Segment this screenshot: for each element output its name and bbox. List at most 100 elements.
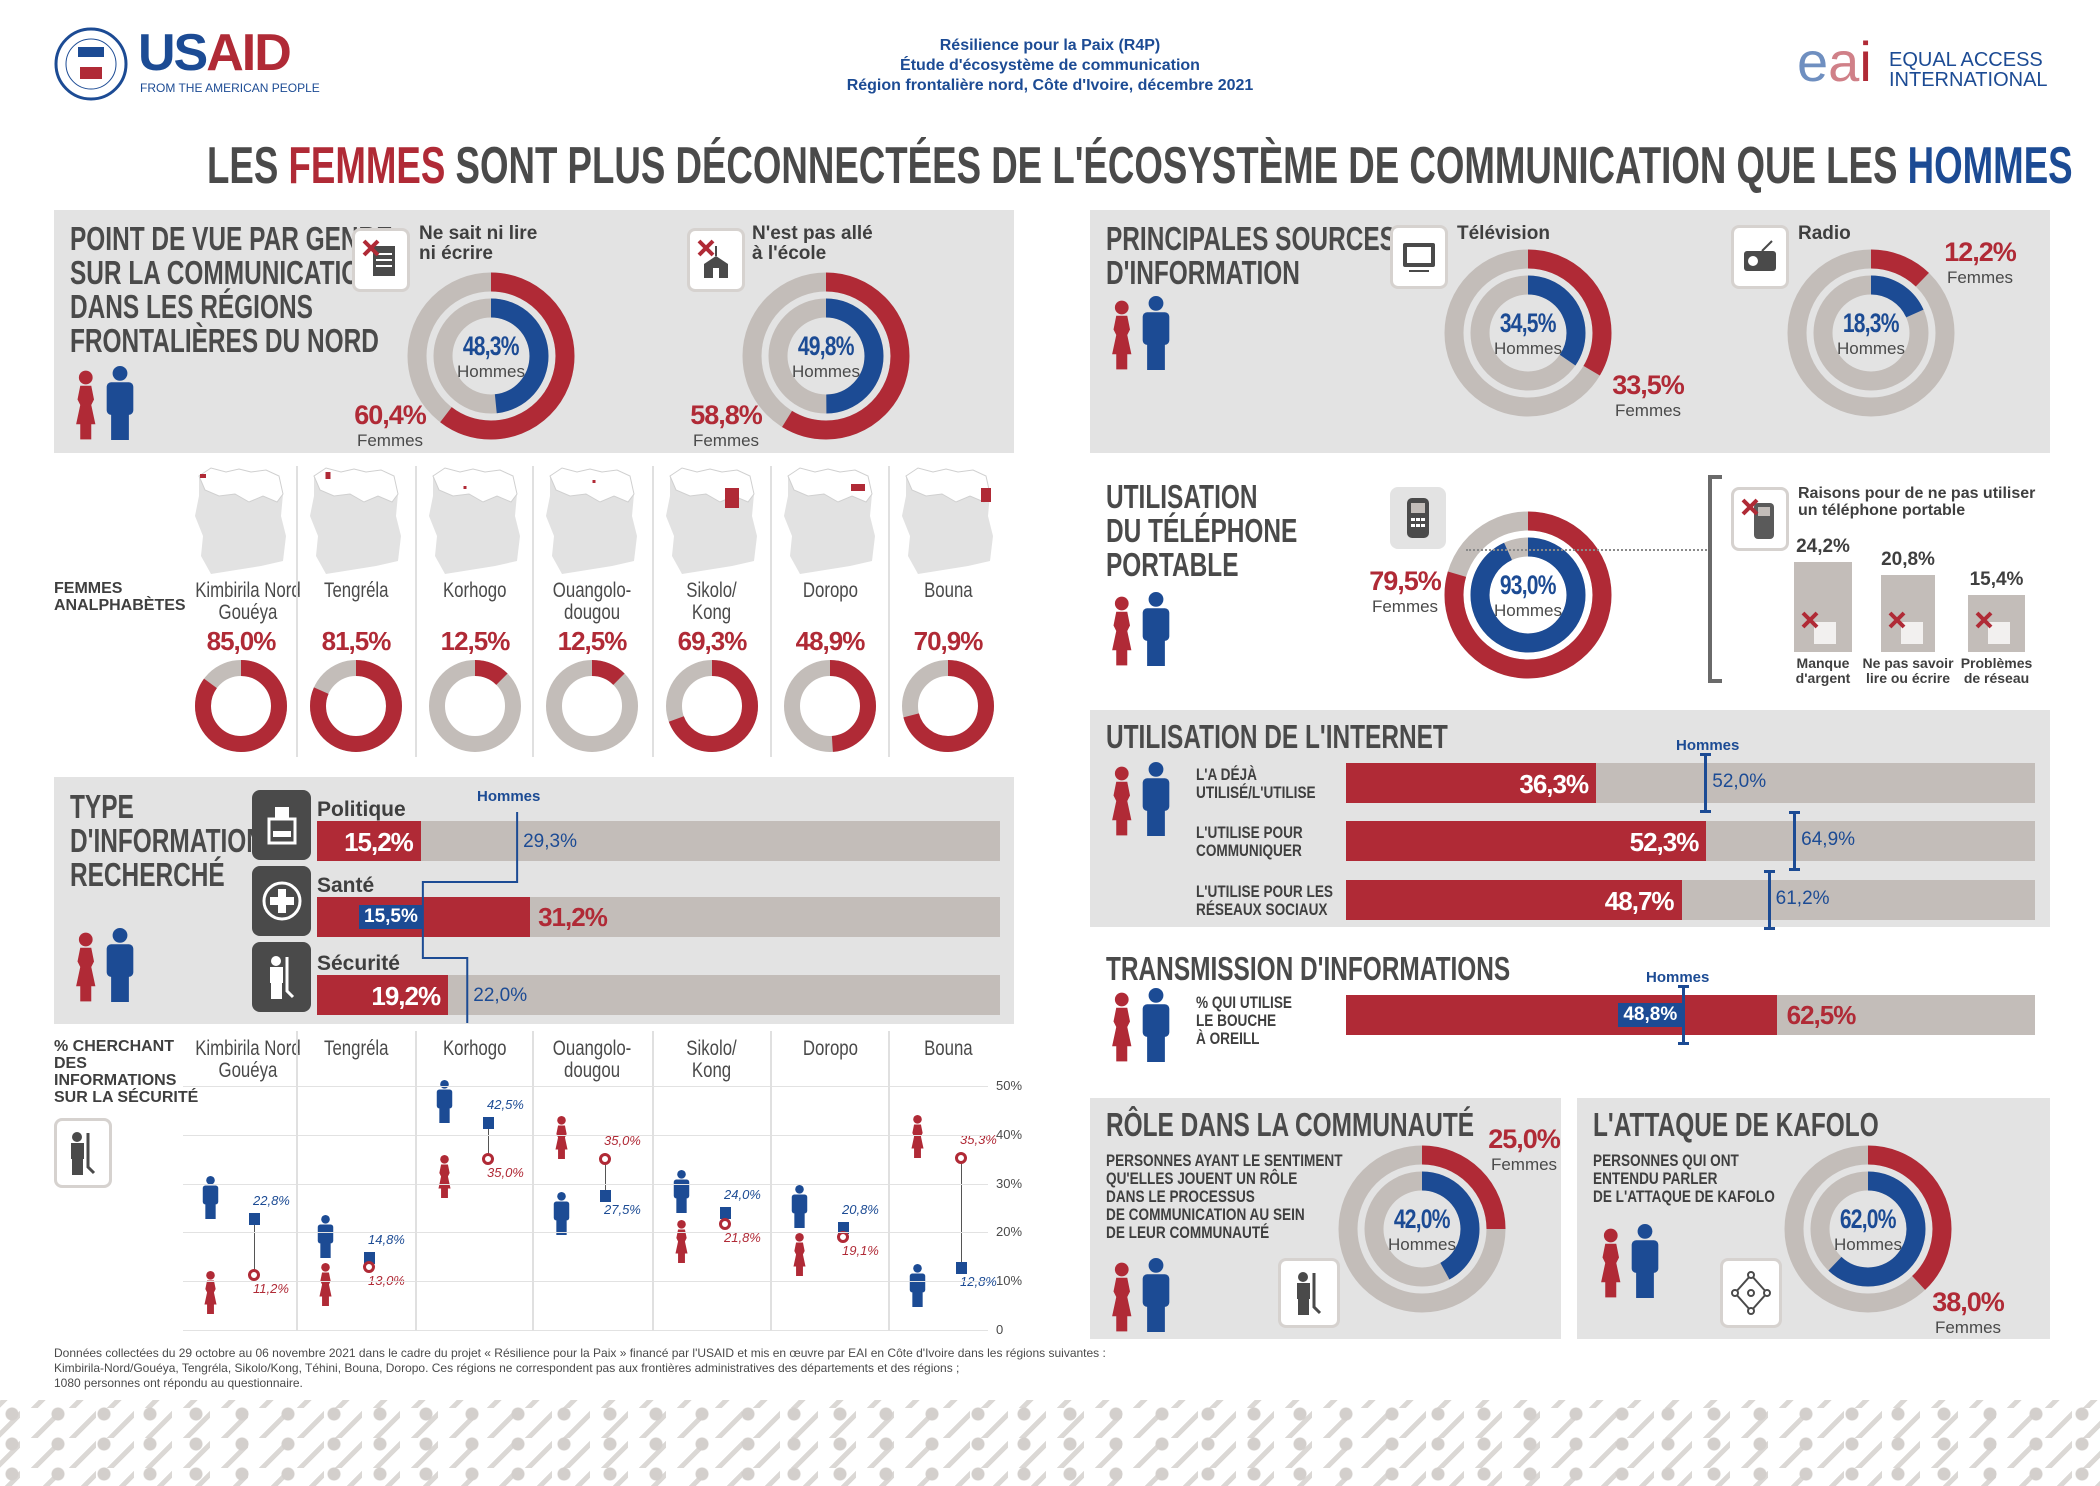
illiteracy-donut	[429, 660, 521, 752]
women-value: 52,3%	[1629, 827, 1700, 857]
women-value: 36,3%	[1519, 769, 1589, 799]
no-phone-icon	[1731, 487, 1789, 551]
women-value: 35,0%	[487, 1165, 524, 1181]
money-icon	[1801, 611, 1836, 644]
column-divider	[532, 466, 534, 757]
phone-women: 79,5% Femmes	[1369, 566, 1442, 616]
women-bar: 15,2%	[317, 821, 421, 861]
column-divider	[296, 1031, 298, 1331]
mobile-phone-icon	[1390, 487, 1446, 549]
illiterate-women-value: 12,5%	[557, 626, 628, 656]
region-map	[429, 467, 520, 574]
reason-label: Problèmes de réseau	[1960, 655, 2033, 686]
region-map	[546, 467, 637, 574]
column-divider	[888, 1031, 890, 1331]
gender-icons	[1108, 592, 1172, 666]
range-connector	[488, 1122, 489, 1160]
gender-icons	[1108, 762, 1172, 836]
gridline	[183, 1134, 988, 1136]
women-bar: 52,3%	[1346, 821, 1707, 861]
women-circle-marker	[248, 1269, 260, 1282]
internet-men-label: Hommes	[1676, 737, 1740, 754]
illiterate-women-arc	[784, 660, 876, 752]
men-square-marker	[249, 1212, 260, 1225]
illiteracy-donut	[902, 660, 994, 752]
range-connector	[961, 1157, 962, 1268]
woman-icon	[790, 1232, 809, 1276]
woman-icon	[672, 1219, 691, 1263]
usaid-aid: AID	[206, 24, 292, 82]
internet-row-label: L'UTILISE POUR COMMUNIQUER	[1196, 823, 1303, 860]
dotted-connector	[1466, 549, 1711, 551]
y-tick-label: 40%	[996, 1126, 1023, 1142]
eai-name-2: INTERNATIONAL	[1889, 69, 2048, 91]
woman-icon	[435, 1155, 454, 1199]
gridline	[183, 1183, 988, 1185]
men-value: 42,5%	[487, 1096, 524, 1112]
illiterate-women-value: 85,0%	[206, 626, 277, 656]
women-ring	[407, 272, 575, 440]
woman-icon	[1597, 1226, 1625, 1300]
reasons-bracket	[1708, 475, 1722, 683]
region-name: Kimbirila Nord Gouéya	[195, 1037, 301, 1082]
illiterate-women-value: 48,9%	[795, 626, 866, 656]
study-header: Résilience pour la Paix (R4P) Étude d'éc…	[750, 36, 1350, 96]
usaid-seal-icon	[54, 27, 128, 101]
men-value: 48,3%	[463, 330, 520, 361]
transmission-men-label: Hommes	[1646, 969, 1710, 986]
page-headline: LES FEMMES SONT PLUS DÉCONNECTÉES DE L'É…	[207, 138, 2100, 194]
footnote: Données collectées du 29 octobre au 06 n…	[54, 1346, 1106, 1390]
column-divider	[652, 466, 654, 757]
gender-icons	[1108, 1258, 1172, 1332]
men-value: 20,8%	[842, 1202, 879, 1218]
women-bar: 48,7%	[1346, 880, 1682, 920]
y-tick-label: 30%	[996, 1175, 1023, 1191]
study-region-date: Région frontalière nord, Côte d'Ivoire, …	[846, 77, 1254, 94]
gridline	[183, 1086, 988, 1087]
no-school-label: N'est pas allé à l'école	[752, 223, 873, 264]
region-name: Doropo	[802, 579, 858, 602]
radio-donut: 18,3% Hommes	[1786, 248, 1956, 418]
radio-icon	[1731, 225, 1789, 289]
men-value: 52,0%	[1712, 771, 1767, 792]
men-marker: 64,9%	[1789, 811, 1855, 871]
security-soldier-icon	[252, 942, 311, 1012]
eai-mark-a: a	[1828, 30, 1860, 93]
woman-icon	[1108, 990, 1136, 1064]
column-divider	[652, 1031, 654, 1331]
range-connector	[254, 1218, 255, 1276]
women-bar: 36,3%	[1346, 763, 1597, 803]
info-type-label: Sécurité	[317, 952, 400, 975]
info-type-bar: 15,2% 29,3%	[317, 821, 1000, 861]
gender-icons	[1597, 1224, 1661, 1298]
women-value: 11,2%	[253, 1281, 289, 1297]
man-icon	[316, 1214, 335, 1258]
y-tick-label: 10%	[996, 1273, 1023, 1289]
y-tick-label: 50%	[996, 1078, 1023, 1093]
women-ring	[1784, 1145, 1952, 1313]
women-value: 15,2%	[344, 827, 414, 857]
women-ring	[1338, 1145, 1506, 1313]
info-type-bar: 19,2% 22,0%	[317, 975, 1000, 1015]
region-map	[195, 467, 286, 574]
women-ring	[1787, 249, 1955, 417]
region-name: Sikolo/Kong	[686, 1037, 738, 1082]
eai-mark-i: i	[1859, 30, 1872, 93]
men-value: 61,2%	[1775, 888, 1830, 909]
women-value: 13,0%	[368, 1272, 405, 1288]
reason-value: 24,2%	[1796, 535, 1850, 557]
women-bar: 19,2%	[317, 975, 449, 1015]
reason-label: Manque d'argent	[1795, 655, 1851, 686]
illiterate-label: Ne sait ni lire ni écrire	[419, 223, 538, 264]
info-type-men-label: Hommes	[477, 788, 541, 805]
illiteracy-donut	[546, 660, 638, 752]
men-ring	[768, 298, 884, 414]
women-value: 62,5%	[1786, 1000, 1857, 1030]
women-circle-marker	[482, 1153, 494, 1166]
ballot-box-icon	[252, 790, 311, 860]
radio-women: 12,2% Femmes	[1944, 237, 2017, 287]
television-label: Télévision	[1457, 223, 1550, 244]
illiterate-women-arc	[666, 660, 758, 752]
men-marker: 61,2%	[1763, 870, 1830, 930]
man-icon	[908, 1263, 927, 1307]
